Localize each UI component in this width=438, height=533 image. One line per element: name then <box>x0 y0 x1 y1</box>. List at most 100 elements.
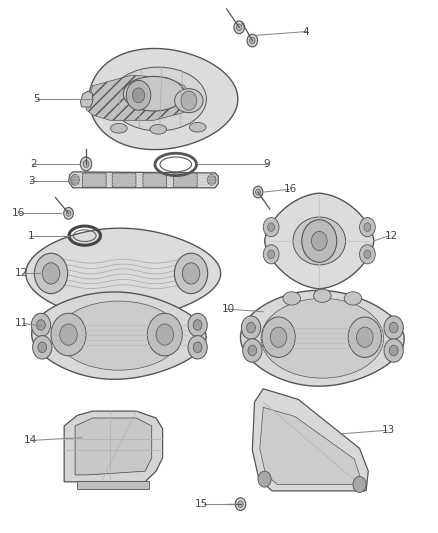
Ellipse shape <box>283 292 300 305</box>
Circle shape <box>383 316 403 340</box>
Circle shape <box>36 320 45 330</box>
Ellipse shape <box>189 123 205 132</box>
Circle shape <box>247 345 256 356</box>
Circle shape <box>258 471 271 487</box>
Circle shape <box>182 263 199 284</box>
Circle shape <box>247 34 257 47</box>
Circle shape <box>66 211 71 216</box>
Circle shape <box>261 317 294 358</box>
Text: 2: 2 <box>30 159 36 169</box>
Circle shape <box>80 157 92 171</box>
Ellipse shape <box>110 67 206 131</box>
Circle shape <box>51 313 86 356</box>
Text: 4: 4 <box>302 27 308 37</box>
Polygon shape <box>80 91 92 107</box>
Circle shape <box>249 37 254 44</box>
Polygon shape <box>64 411 162 482</box>
Circle shape <box>60 324 77 345</box>
Circle shape <box>34 253 67 294</box>
Circle shape <box>311 231 326 251</box>
Circle shape <box>233 21 244 34</box>
Circle shape <box>359 217 374 237</box>
Circle shape <box>83 160 88 167</box>
Circle shape <box>241 316 260 340</box>
Circle shape <box>38 342 46 353</box>
Text: 16: 16 <box>11 208 25 219</box>
Ellipse shape <box>343 292 361 305</box>
Circle shape <box>174 253 207 294</box>
Text: 14: 14 <box>23 435 36 446</box>
Circle shape <box>31 313 50 337</box>
Polygon shape <box>252 389 367 491</box>
Text: 9: 9 <box>263 159 269 169</box>
Text: 11: 11 <box>14 318 28 328</box>
Ellipse shape <box>123 76 184 111</box>
Circle shape <box>383 339 403 362</box>
Circle shape <box>235 498 245 511</box>
Text: 3: 3 <box>28 176 35 187</box>
Polygon shape <box>75 418 151 475</box>
Circle shape <box>356 327 372 348</box>
Circle shape <box>42 263 60 284</box>
Text: 10: 10 <box>221 304 234 314</box>
Polygon shape <box>89 49 237 150</box>
Ellipse shape <box>150 125 166 134</box>
Circle shape <box>255 189 260 195</box>
Circle shape <box>359 245 374 264</box>
Circle shape <box>126 80 150 110</box>
Text: 1: 1 <box>28 231 35 241</box>
Circle shape <box>389 345 397 356</box>
Ellipse shape <box>110 124 127 133</box>
Ellipse shape <box>261 298 383 378</box>
Text: 16: 16 <box>284 184 297 195</box>
Polygon shape <box>240 290 403 386</box>
Polygon shape <box>259 407 359 484</box>
Circle shape <box>267 250 274 259</box>
Circle shape <box>301 220 336 262</box>
Circle shape <box>207 174 215 185</box>
Circle shape <box>193 342 201 353</box>
Circle shape <box>147 313 182 356</box>
Text: 5: 5 <box>33 94 40 104</box>
Circle shape <box>237 501 243 507</box>
FancyBboxPatch shape <box>143 173 166 187</box>
Polygon shape <box>264 193 373 289</box>
Circle shape <box>267 223 274 231</box>
Circle shape <box>347 317 381 358</box>
Polygon shape <box>86 75 193 120</box>
Circle shape <box>270 327 286 348</box>
Ellipse shape <box>292 217 345 265</box>
Circle shape <box>236 24 241 30</box>
Circle shape <box>389 322 397 333</box>
Circle shape <box>187 336 207 359</box>
Circle shape <box>263 217 279 237</box>
Ellipse shape <box>57 301 180 370</box>
Polygon shape <box>26 228 220 319</box>
Circle shape <box>253 186 262 198</box>
FancyBboxPatch shape <box>112 173 136 187</box>
FancyBboxPatch shape <box>173 173 197 187</box>
Circle shape <box>64 207 73 219</box>
Circle shape <box>263 245 279 264</box>
Ellipse shape <box>313 289 330 302</box>
Circle shape <box>242 339 261 362</box>
Text: 15: 15 <box>195 499 208 509</box>
Ellipse shape <box>174 88 203 112</box>
Circle shape <box>155 324 173 345</box>
Text: 13: 13 <box>381 425 395 435</box>
Text: 12: 12 <box>384 231 397 241</box>
Polygon shape <box>68 172 218 188</box>
Circle shape <box>352 477 365 492</box>
Circle shape <box>180 91 196 110</box>
Circle shape <box>363 223 370 231</box>
FancyBboxPatch shape <box>82 173 106 187</box>
Circle shape <box>71 174 79 185</box>
Polygon shape <box>77 481 149 489</box>
Circle shape <box>246 322 255 333</box>
Text: 12: 12 <box>14 269 28 278</box>
Circle shape <box>363 250 370 259</box>
Circle shape <box>187 313 207 337</box>
Circle shape <box>132 88 145 103</box>
Polygon shape <box>32 292 205 379</box>
Circle shape <box>193 320 201 330</box>
